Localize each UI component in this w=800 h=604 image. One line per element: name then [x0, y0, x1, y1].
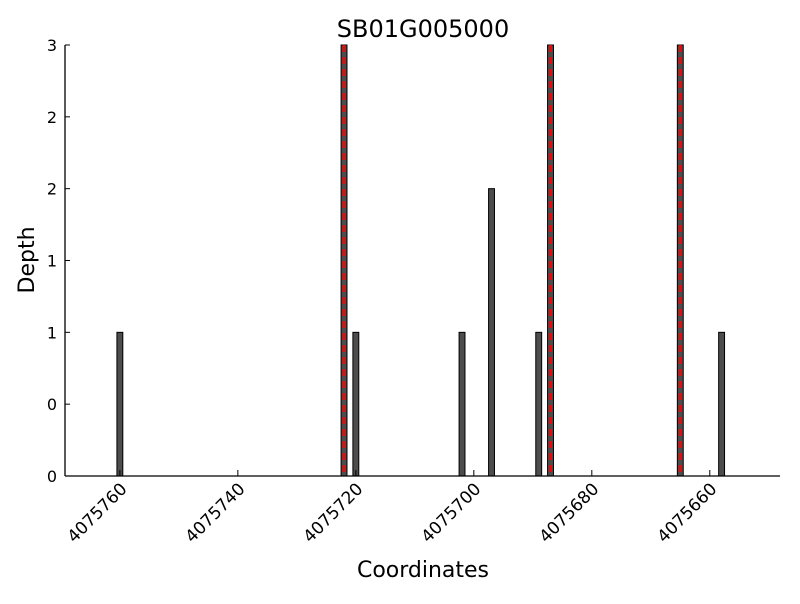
y-tick-label: 1 — [47, 323, 57, 342]
bar — [116, 331, 124, 477]
x-ticks: 4075760 4075740 4075720 4075700 4075680 40756… — [64, 470, 722, 547]
x-axis-label: Coordinates — [357, 558, 489, 583]
x-tick-label: 4075740 — [182, 479, 250, 547]
y-tick-label: 0 — [47, 467, 57, 486]
y-tick-label: 1 — [47, 252, 57, 271]
x-tick-label: 4075660 — [654, 479, 722, 547]
bar — [718, 331, 726, 477]
y-tick-label: 3 — [47, 36, 57, 55]
bar — [488, 188, 495, 477]
chart-title: SB01G005000 — [337, 15, 509, 43]
bars-layer — [116, 44, 726, 477]
bar — [458, 331, 466, 477]
bar — [535, 331, 543, 477]
y-tick-label: 2 — [47, 180, 57, 199]
bar — [352, 331, 360, 477]
y-tick-label: 2 — [47, 108, 57, 127]
x-tick-label: 4075760 — [64, 479, 132, 547]
highlight-lines-layer — [342, 45, 682, 476]
x-tick-label: 4075680 — [536, 479, 604, 547]
y-ticks: 0 0 1 1 2 2 3 — [47, 36, 70, 486]
x-tick-label: 4075700 — [418, 479, 486, 547]
x-tick-label: 4075720 — [300, 479, 368, 547]
y-axis-label: Depth — [15, 226, 40, 293]
y-tick-label: 0 — [47, 395, 57, 414]
